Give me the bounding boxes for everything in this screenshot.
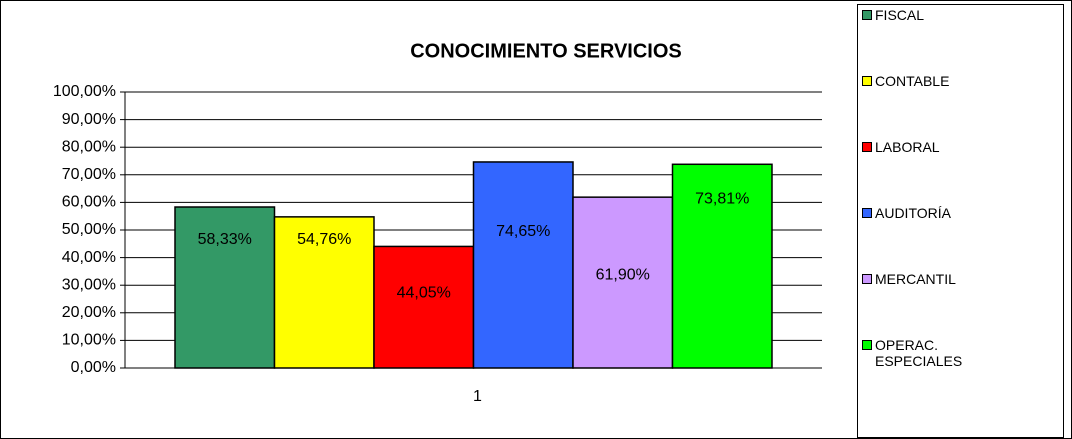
bar (671, 163, 773, 369)
legend-swatch (862, 142, 872, 152)
value-label: 61,90% (596, 266, 650, 283)
y-tick-label: 50,00% (62, 221, 116, 238)
legend: FISCAL CONTABLE LABORAL AUDITORÍA MERCANTIL O… (857, 4, 1064, 438)
y-tick-label: 60,00% (62, 194, 116, 211)
y-tick-label: 0,00% (71, 359, 116, 376)
legend-label: AUDITORÍA (875, 205, 951, 221)
legend-item: CONTABLE (862, 73, 975, 89)
y-tick-label: 30,00% (62, 276, 116, 293)
value-label: 54,76% (297, 231, 351, 248)
y-tick-label: 10,00% (62, 332, 116, 349)
chart-title: CONOCIMIENTO SERVICIOS (410, 40, 682, 62)
legend-label: OPERAC. ESPECIALES (875, 337, 963, 369)
y-tick-label: 90,00% (62, 111, 116, 128)
y-tick-label: 80,00% (62, 138, 116, 155)
value-label: 44,05% (397, 285, 451, 302)
y-tick-label: 100,00% (53, 83, 116, 100)
legend-label: CONTABLE (875, 73, 950, 89)
bar (273, 216, 375, 369)
bar (572, 196, 674, 369)
legend-item: MERCANTIL (862, 271, 975, 287)
legend-label: FISCAL (875, 7, 925, 23)
legend-label: MERCANTIL (875, 271, 956, 287)
bar (472, 161, 574, 369)
y-tick-label: 70,00% (62, 166, 116, 183)
legend-swatch (862, 76, 872, 86)
y-tick-label: 20,00% (62, 304, 116, 321)
x-tick-label: 1 (473, 388, 482, 405)
legend-item: LABORAL (862, 139, 975, 155)
legend-swatch (862, 274, 872, 284)
bar (373, 245, 475, 369)
legend-item: AUDITORÍA (862, 205, 975, 221)
legend-label: LABORAL (875, 139, 940, 155)
value-label: 74,65% (496, 223, 550, 240)
legend-swatch (862, 10, 872, 20)
legend-item: FISCAL (862, 7, 975, 23)
legend-swatch (862, 208, 872, 218)
legend-swatch (862, 340, 872, 350)
legend-item: OPERAC. ESPECIALES (862, 337, 975, 369)
value-label: 73,81% (695, 191, 749, 208)
bar (174, 206, 276, 369)
y-tick-label: 40,00% (62, 249, 116, 266)
value-label: 58,33% (198, 231, 252, 248)
